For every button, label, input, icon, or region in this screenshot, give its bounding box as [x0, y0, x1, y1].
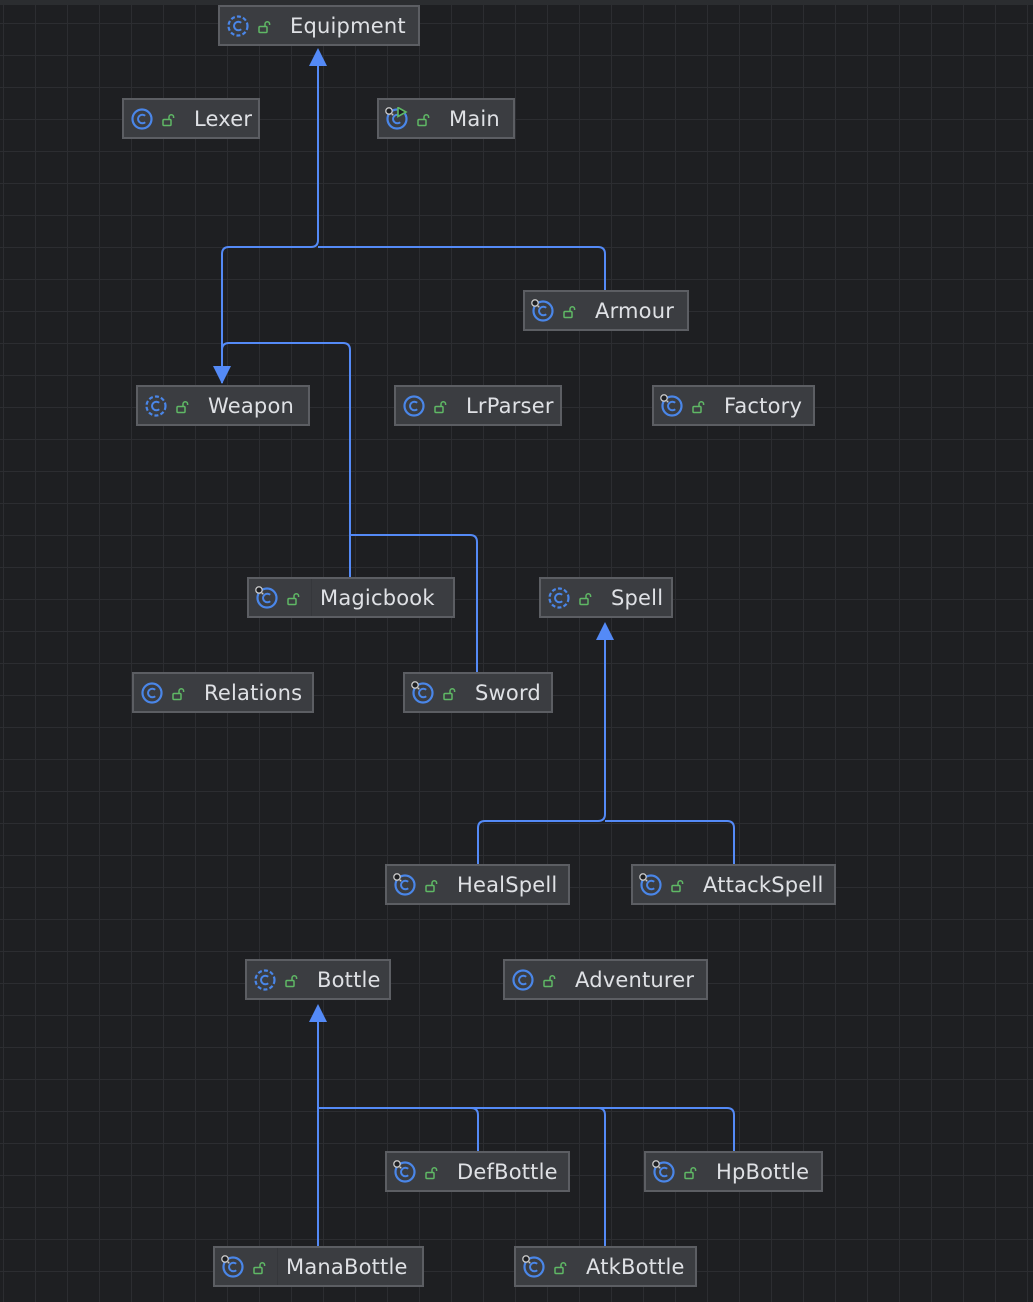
abstract-class-icon — [144, 394, 168, 418]
class-node-relations[interactable]: Relations — [132, 672, 314, 713]
diagram-canvas[interactable] — [0, 5, 1033, 1302]
public-lock-icon — [176, 399, 190, 413]
class-node-lexer[interactable]: Lexer — [122, 98, 260, 139]
abstract-class-icon — [253, 968, 277, 992]
class-name: Lexer — [194, 106, 253, 131]
class-node-manabottle[interactable]: ManaBottle — [213, 1246, 424, 1287]
class-name: AtkBottle — [586, 1254, 685, 1279]
public-lock-icon — [417, 112, 431, 126]
public-lock-icon — [162, 112, 176, 126]
class-icon — [402, 394, 426, 418]
class-name: Bottle — [317, 967, 381, 992]
class-node-sword[interactable]: Sword — [403, 672, 553, 713]
class-node-atkbottle[interactable]: AtkBottle — [514, 1246, 697, 1287]
class-node-lrparser[interactable]: LrParser — [394, 385, 562, 426]
diagram-toolbar-strip — [0, 0, 1033, 5]
divider — [277, 1248, 278, 1285]
public-lock-icon — [443, 686, 457, 700]
public-lock-icon — [671, 878, 685, 892]
class-name: DefBottle — [457, 1159, 558, 1184]
public-lock-icon — [563, 304, 577, 318]
public-lock-icon — [692, 399, 706, 413]
class-node-bottle[interactable]: Bottle — [245, 959, 391, 1000]
inheritance-arrowhead-weapon — [213, 366, 231, 384]
final-class-icon — [660, 393, 684, 418]
public-lock-icon — [425, 1165, 439, 1179]
public-lock-icon — [172, 686, 186, 700]
class-name: AttackSpell — [703, 872, 824, 897]
class-node-spell[interactable]: Spell — [539, 577, 673, 618]
edge-hpbottle-extends-bottle[interactable] — [318, 1107, 735, 1151]
edge-healspell-extends-spell[interactable] — [477, 624, 606, 864]
abstract-class-icon — [226, 14, 250, 38]
class-name: Adventurer — [575, 967, 695, 992]
inheritance-arrowhead-equipment — [309, 48, 327, 66]
class-node-factory[interactable]: Factory — [652, 385, 815, 426]
class-name: Weapon — [208, 393, 295, 418]
class-name: Main — [449, 106, 500, 131]
class-node-hpbottle[interactable]: HpBottle — [644, 1151, 823, 1192]
divider — [311, 579, 312, 616]
runnable-class-icon — [385, 105, 409, 131]
class-name: LrParser — [466, 393, 554, 418]
inheritance-arrowhead-spell — [596, 622, 614, 640]
final-class-icon — [393, 1159, 417, 1184]
public-lock-icon — [287, 591, 301, 605]
edge-weapon-extends-equipment[interactable] — [221, 50, 319, 383]
public-lock-icon — [554, 1260, 568, 1274]
abstract-class-icon — [547, 586, 571, 610]
final-class-icon — [639, 872, 663, 897]
class-name: Spell — [611, 585, 664, 610]
edge-attackspell-extends-spell[interactable] — [605, 820, 735, 864]
class-name: HpBottle — [716, 1159, 810, 1184]
final-class-icon — [531, 298, 555, 323]
public-lock-icon — [258, 19, 272, 33]
class-node-healspell[interactable]: HealSpell — [385, 864, 570, 905]
public-lock-icon — [543, 973, 557, 987]
final-class-icon — [393, 872, 417, 897]
class-name: Armour — [595, 298, 675, 323]
final-class-icon — [652, 1159, 676, 1184]
class-name: Factory — [724, 393, 803, 418]
public-lock-icon — [434, 399, 448, 413]
class-name: HealSpell — [457, 872, 558, 897]
edge-defbottle-extends-bottle[interactable] — [318, 1107, 479, 1151]
class-node-equipment[interactable]: Equipment — [218, 5, 420, 46]
public-lock-icon — [425, 878, 439, 892]
public-lock-icon — [579, 591, 593, 605]
class-name: Equipment — [290, 13, 406, 38]
final-class-icon — [255, 585, 279, 610]
edge-armour-extends-equipment[interactable] — [318, 246, 606, 290]
final-class-icon — [411, 680, 435, 705]
class-name: Sword — [475, 680, 541, 705]
class-name: Relations — [204, 680, 303, 705]
class-name: ManaBottle — [286, 1254, 408, 1279]
class-node-defbottle[interactable]: DefBottle — [385, 1151, 570, 1192]
class-node-adventurer[interactable]: Adventurer — [503, 959, 708, 1000]
edge-magicbook-extends-weapon[interactable] — [221, 342, 351, 577]
public-lock-icon — [253, 1260, 267, 1274]
class-icon — [130, 107, 154, 131]
final-class-icon — [221, 1254, 245, 1279]
class-node-armour[interactable]: Armour — [523, 290, 689, 331]
public-lock-icon — [684, 1165, 698, 1179]
class-icon — [511, 968, 535, 992]
class-name: Magicbook — [320, 585, 435, 610]
class-node-main[interactable]: Main — [377, 98, 515, 139]
public-lock-icon — [285, 973, 299, 987]
class-node-magicbook[interactable]: Magicbook — [247, 577, 455, 618]
final-class-icon — [522, 1254, 546, 1279]
class-icon — [140, 681, 164, 705]
class-node-attackspell[interactable]: AttackSpell — [631, 864, 836, 905]
edge-sword-extends-weapon[interactable] — [350, 534, 478, 672]
inheritance-arrowhead-bottle — [309, 1004, 327, 1022]
class-node-weapon[interactable]: Weapon — [136, 385, 310, 426]
